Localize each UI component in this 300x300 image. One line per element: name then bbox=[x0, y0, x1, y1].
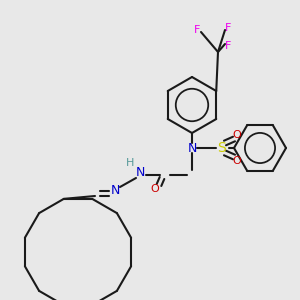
Text: N: N bbox=[110, 184, 120, 196]
Text: S: S bbox=[218, 141, 226, 155]
Text: F: F bbox=[225, 23, 231, 33]
Text: H: H bbox=[126, 158, 134, 168]
Text: F: F bbox=[194, 25, 200, 35]
Text: F: F bbox=[225, 41, 231, 51]
Text: O: O bbox=[232, 156, 242, 166]
Text: O: O bbox=[151, 184, 159, 194]
Text: O: O bbox=[232, 130, 242, 140]
Text: N: N bbox=[135, 166, 145, 178]
Text: N: N bbox=[187, 142, 197, 154]
